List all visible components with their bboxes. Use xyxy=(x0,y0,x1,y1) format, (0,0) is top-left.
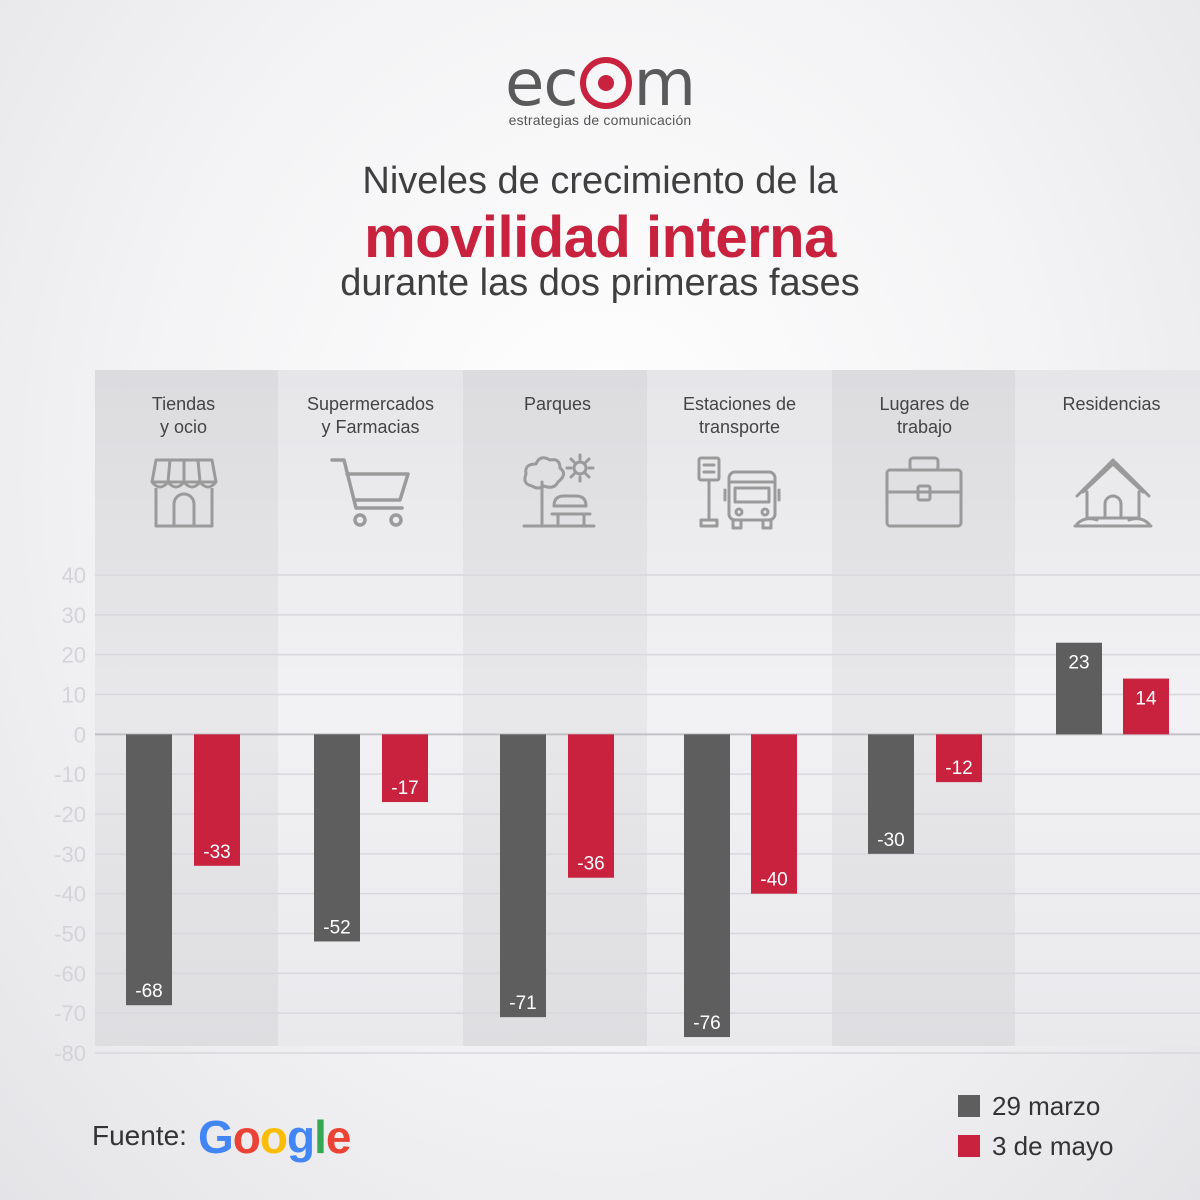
google-letter: o xyxy=(232,1111,261,1163)
bar-series-2 xyxy=(1123,678,1169,735)
y-tick-label: 30 xyxy=(62,603,86,628)
bar-value-label: -33 xyxy=(203,842,230,863)
bar-series-2 xyxy=(194,734,240,866)
source-label: Fuente: xyxy=(92,1120,187,1151)
y-tick-label: -30 xyxy=(54,842,86,867)
google-letter: G xyxy=(198,1111,234,1163)
legend-swatch-red xyxy=(958,1135,980,1157)
brand-logo: ecomecm estrategias de comunicación xyxy=(0,52,1200,128)
category-label-line: Tiendas xyxy=(151,394,216,414)
title-line-1: Niveles de crecimiento de la xyxy=(362,160,838,202)
google-logo: Google xyxy=(198,1110,352,1164)
y-tick-label: 10 xyxy=(62,683,86,708)
bar-value-label: -52 xyxy=(323,917,350,938)
bar-value-label: -36 xyxy=(577,854,604,875)
google-letter: o xyxy=(259,1111,288,1163)
bar-series-1 xyxy=(1056,642,1102,735)
category-label-line: Parques xyxy=(523,394,592,414)
park-icon xyxy=(522,453,596,528)
bar-series-2 xyxy=(568,734,614,878)
bar-series-2 xyxy=(382,734,428,803)
bar-value-label: -68 xyxy=(135,981,162,1002)
bar-series-1 xyxy=(314,734,360,942)
y-tick-label: 20 xyxy=(62,643,86,668)
bar-series-1 xyxy=(500,734,546,1018)
bar-series-2 xyxy=(936,734,982,783)
y-tick-label: -80 xyxy=(54,1041,86,1066)
bar-series-1 xyxy=(126,734,172,1006)
legend-label: 29 marzo xyxy=(992,1091,1101,1121)
y-tick-label: -70 xyxy=(54,1001,86,1026)
bar-series-1 xyxy=(684,734,730,1038)
category-label-line: y ocio xyxy=(159,417,208,437)
logo-wordmark: ecomecm xyxy=(505,47,696,121)
y-tick-label: -20 xyxy=(54,802,86,827)
title-line-3: durante las dos primeras fases xyxy=(340,262,860,304)
shopping-cart-icon xyxy=(330,458,410,527)
bar-value-label: -40 xyxy=(760,870,787,891)
y-tick-label: 40 xyxy=(62,563,86,588)
category-label-supermercados: Supermercados y Farmacias xyxy=(278,393,463,439)
category-label-line: y Farmacias xyxy=(321,417,420,437)
title-line-2: movilidad interna xyxy=(364,205,836,270)
category-label-line: Supermercados xyxy=(306,394,435,414)
legend-swatch-gray xyxy=(958,1095,980,1117)
category-label-residencias: Residencias xyxy=(1019,393,1200,416)
category-label-line: trabajo xyxy=(896,417,953,437)
category-label-lugares: Lugares de trabajo xyxy=(832,393,1017,439)
google-letter: e xyxy=(325,1111,352,1163)
briefcase-icon xyxy=(885,456,963,528)
category-label-tiendas: Tiendas y ocio xyxy=(91,393,276,439)
y-tick-label: -40 xyxy=(54,882,86,907)
house-icon xyxy=(1073,458,1153,528)
store-icon xyxy=(150,458,218,528)
category-label-line: Lugares de xyxy=(879,394,970,414)
bar-value-label: -17 xyxy=(391,778,418,799)
bar-value-label: 14 xyxy=(1135,689,1157,710)
bar-series-1 xyxy=(868,734,914,854)
category-label-line: Residencias xyxy=(1062,394,1161,414)
y-tick-label: -10 xyxy=(54,762,86,787)
y-tick-label: -60 xyxy=(54,961,86,986)
bar-series-2 xyxy=(751,734,797,894)
bar-value-label: -12 xyxy=(945,758,972,779)
google-letter: l xyxy=(314,1111,327,1163)
category-label-parques: Parques xyxy=(465,393,650,416)
y-tick-label: 0 xyxy=(74,722,86,747)
bar-value-label: -76 xyxy=(693,1013,720,1034)
logo-subtitle: estrategias de comunicación xyxy=(508,112,692,128)
legend-label: 3 de mayo xyxy=(992,1131,1114,1161)
y-tick-label: -50 xyxy=(54,922,86,947)
google-letter: g xyxy=(287,1111,315,1163)
bar-value-label: -71 xyxy=(509,993,536,1014)
category-label-line: transporte xyxy=(698,417,781,437)
bar-value-label: -30 xyxy=(877,830,904,851)
logo-o-mark xyxy=(579,57,632,109)
category-label-estaciones: Estaciones de transporte xyxy=(647,393,832,439)
bar-value-label: 23 xyxy=(1068,653,1089,674)
category-label-line: Estaciones de xyxy=(682,394,797,414)
bus-station-icon xyxy=(697,456,781,530)
